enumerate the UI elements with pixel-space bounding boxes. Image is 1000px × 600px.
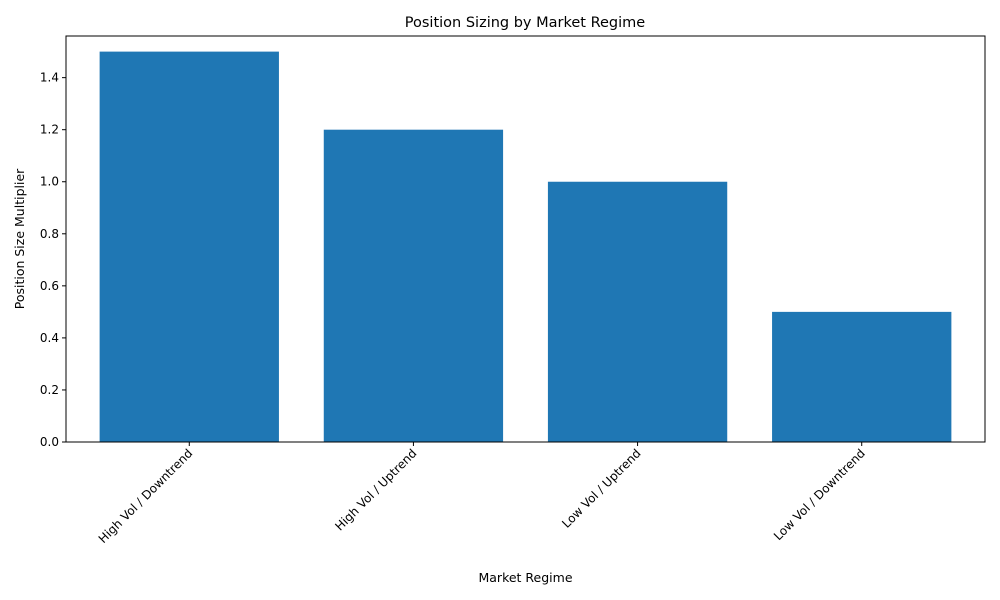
bar-1 — [99, 51, 279, 442]
x-tick-label: Low Vol / Downtrend — [771, 446, 868, 543]
x-axis-label: Market Regime — [478, 570, 572, 585]
x-tick-label: High Vol / Uptrend — [332, 446, 419, 533]
x-axis: High Vol / Downtrend High Vol / Uptrend Lo… — [96, 442, 868, 546]
plot-frame — [65, 35, 986, 443]
y-tick-label: 1.4 — [40, 71, 59, 85]
y-axis-label: Position Size Multiplier — [12, 168, 27, 309]
y-tick-label: 1.0 — [40, 175, 59, 189]
y-tick-label: 0.2 — [40, 383, 59, 397]
y-axis: 0.0 0.2 0.4 0.6 0.8 1.0 1.2 1.4 — [40, 71, 66, 449]
y-tick-label: 0.4 — [40, 331, 59, 345]
y-tick-label: 0.8 — [40, 227, 59, 241]
chart-title: Position Sizing by Market Regime — [405, 15, 645, 31]
x-tick-label: High Vol / Downtrend — [96, 446, 196, 546]
y-tick-label: 1.2 — [40, 123, 59, 137]
bar-2 — [323, 129, 504, 442]
x-tick-label: Low Vol / Uptrend — [559, 446, 643, 530]
y-tick-label: 0.0 — [40, 435, 59, 449]
bar-4 — [772, 311, 952, 442]
bar-3 — [547, 181, 728, 442]
y-tick-label: 0.6 — [40, 279, 59, 293]
bars-group — [99, 51, 952, 442]
